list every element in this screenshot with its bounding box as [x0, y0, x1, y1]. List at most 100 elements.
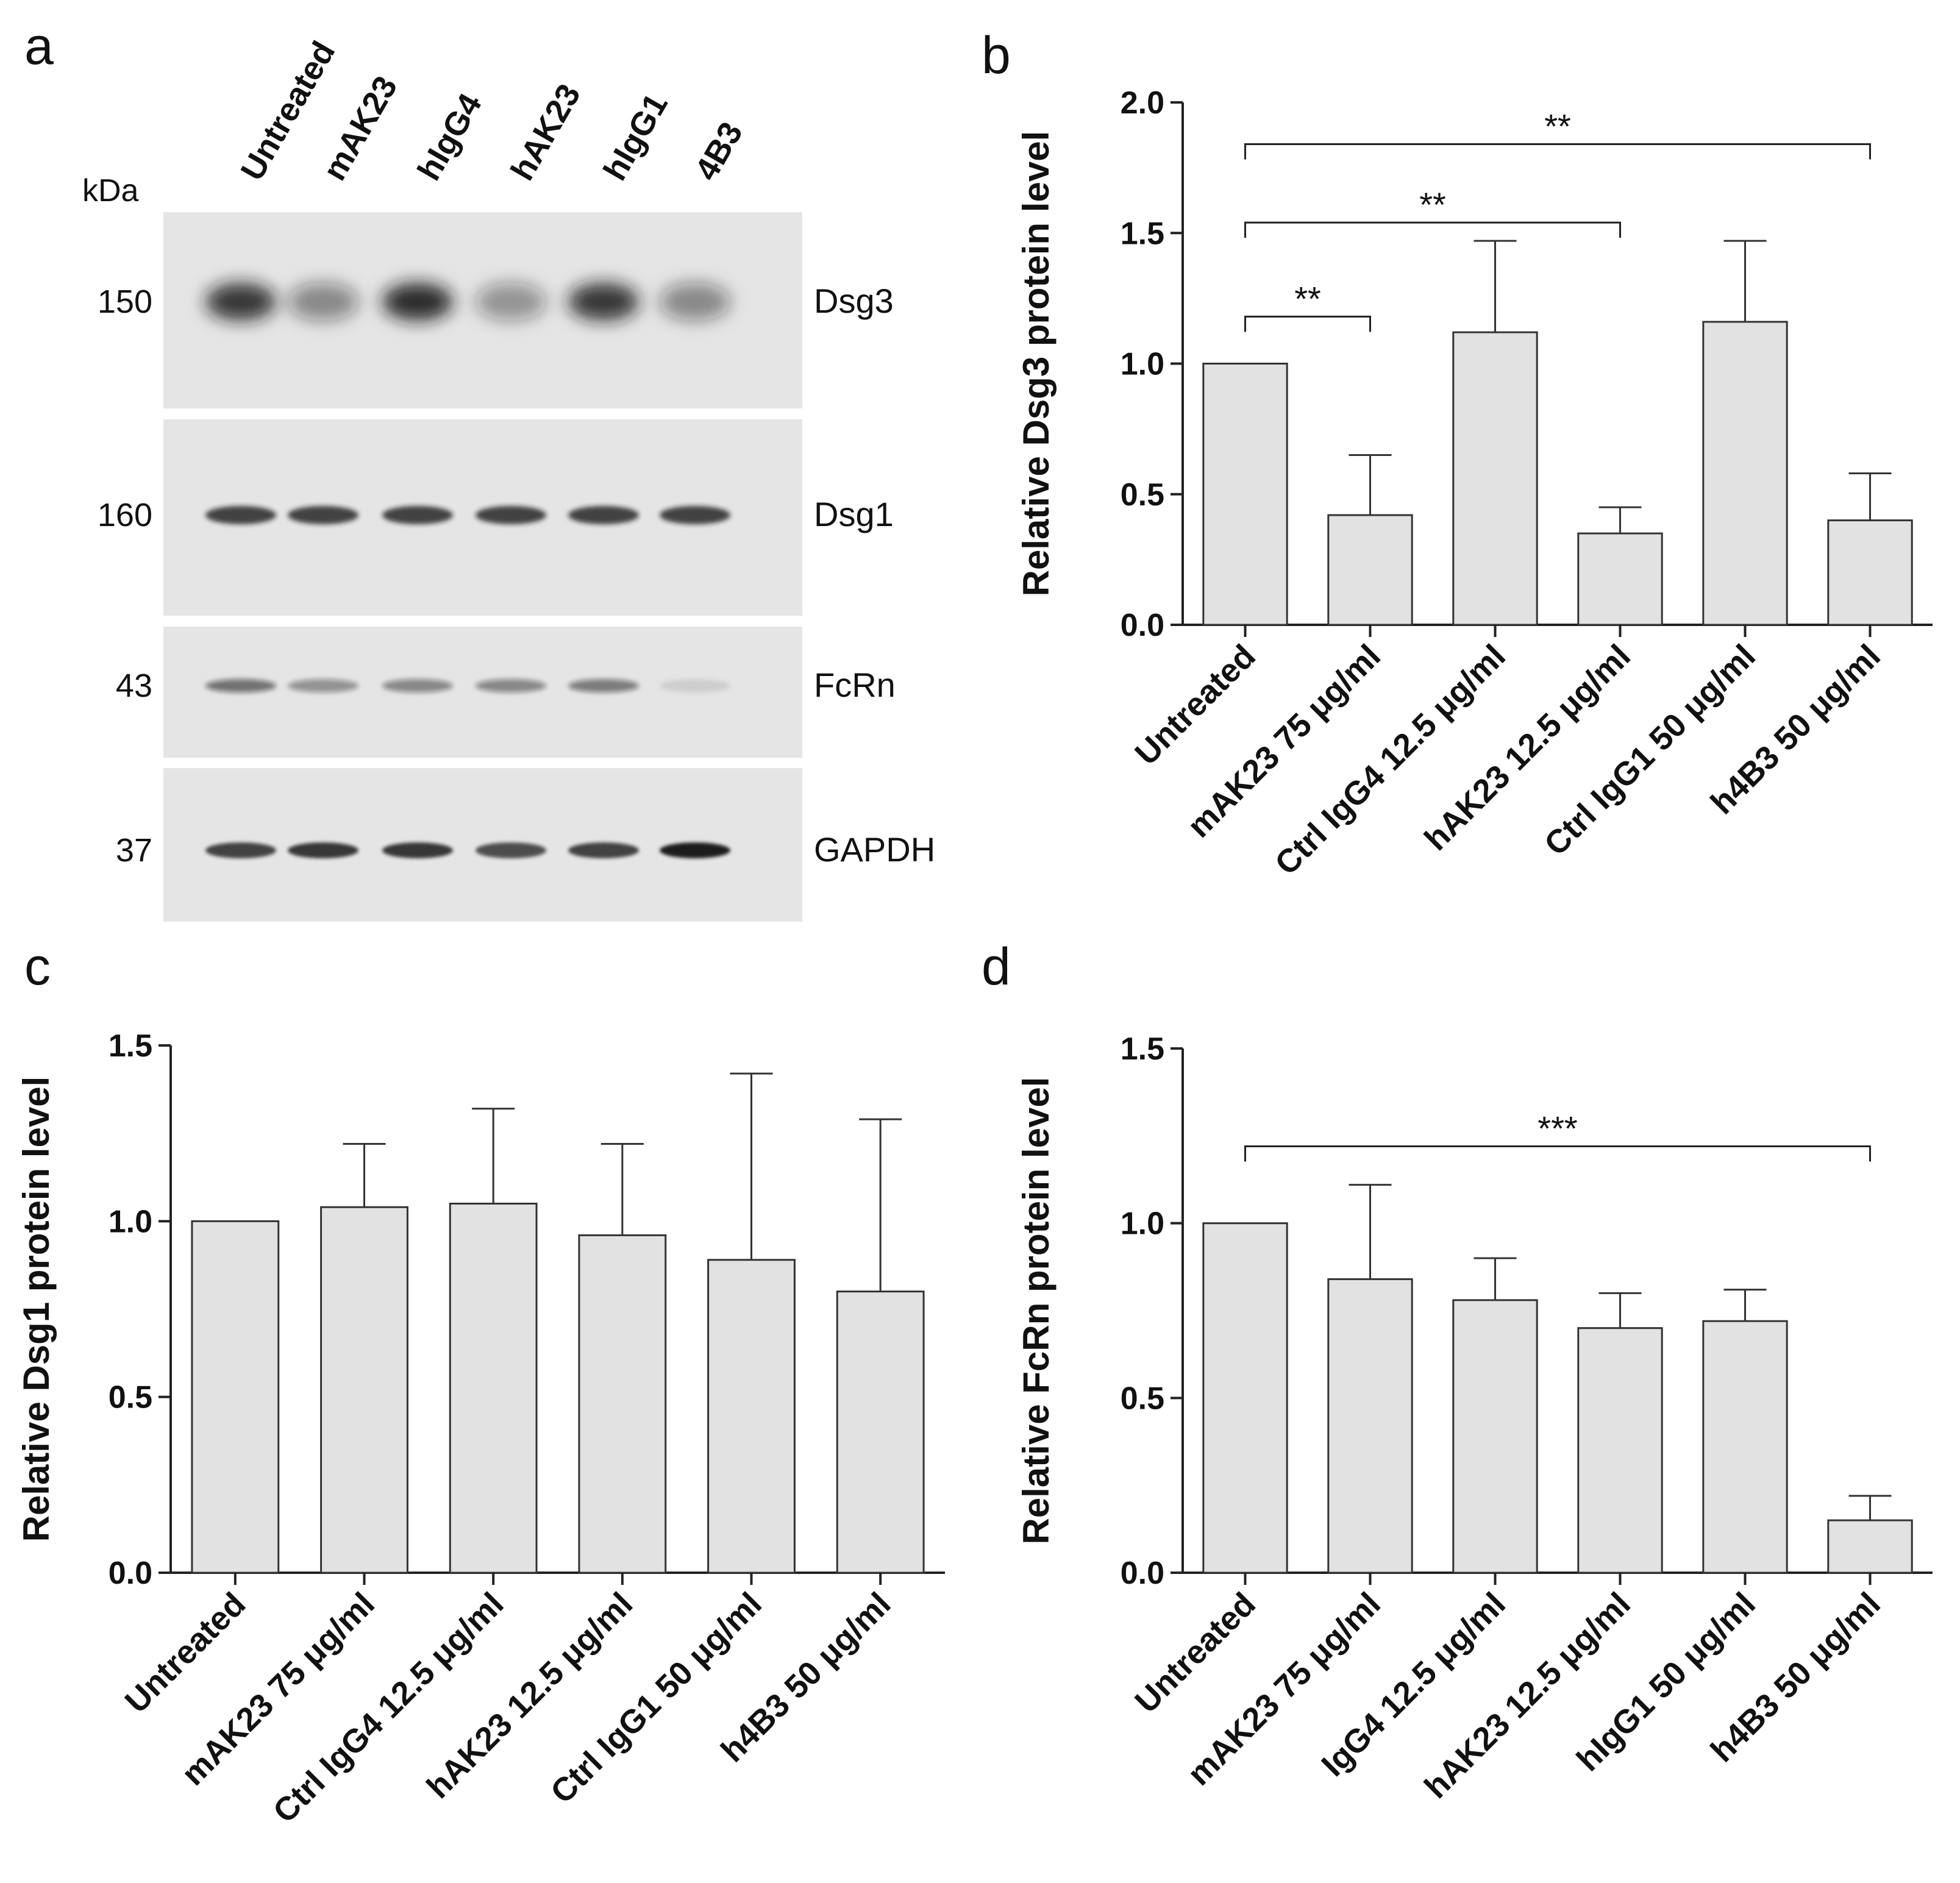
- significance-bracket: [1244, 1145, 1871, 1162]
- y-tick-label: 1.5: [1121, 1031, 1164, 1067]
- blot-band: [205, 679, 276, 692]
- x-tick-label: Ctrl IgG4 12.5 μg/ml: [1268, 638, 1513, 882]
- y-tick-label: 1.0: [1121, 347, 1164, 382]
- protein-label: FcRn: [814, 666, 896, 704]
- lane-label: hIgG1: [596, 87, 674, 187]
- bar: [1577, 1327, 1663, 1574]
- bar: [449, 1203, 538, 1574]
- chart-fcrn: Relative FcRn protein level 0.0 0.5 1.0 1.5 U…: [1016, 1031, 1933, 1806]
- bar: [1452, 1299, 1538, 1574]
- kda-marker: 160: [98, 497, 152, 533]
- bar: [191, 1220, 280, 1574]
- chart-dsg3: Relative Dsg3 protein level 0.0 0.5 1.0 1.5 2…: [1016, 85, 1933, 882]
- lane-label: hAK23: [504, 78, 587, 187]
- y-tick-label: 0.5: [109, 1380, 152, 1415]
- kda-marker: 150: [98, 283, 152, 320]
- bar: [320, 1206, 408, 1574]
- y-tick-label: 0.0: [109, 1556, 152, 1591]
- lane-label: mAK23: [316, 70, 404, 187]
- blot-band: [568, 506, 639, 524]
- x-tick-label: Ctrl IgG1 50 μg/ml: [544, 1586, 769, 1810]
- blot-band: [476, 842, 546, 858]
- y-tick-label: 1.5: [109, 1028, 152, 1064]
- y-axis-label: Relative Dsg3 protein level: [1016, 131, 1057, 597]
- bar: [1327, 514, 1413, 626]
- bar: [1827, 519, 1913, 626]
- y-tick-label: 1.0: [1121, 1206, 1164, 1242]
- blot-band: [205, 283, 276, 321]
- panel-letter-a: a: [24, 17, 54, 76]
- x-tick-label: Ctrl IgG4 12.5 μg/ml: [266, 1586, 511, 1830]
- blot-band: [288, 506, 358, 524]
- lane-label: hIgG4: [410, 87, 488, 187]
- significance-bracket: [1244, 315, 1371, 332]
- significance-label: **: [1294, 279, 1321, 318]
- significance-label: ***: [1538, 1109, 1577, 1148]
- blot-band: [205, 506, 276, 524]
- significance-bracket: [1244, 143, 1871, 160]
- blot-band: [660, 679, 730, 692]
- blot-band: [476, 679, 546, 692]
- blot-band: [382, 679, 453, 692]
- blot-band: [382, 842, 453, 858]
- blot-band: [205, 842, 276, 858]
- blot-band: [288, 679, 358, 692]
- chart-dsg1: Relative Dsg1 protein level 0.0 0.5 1.0 1.5 U…: [16, 1028, 945, 1830]
- blot-band: [568, 679, 639, 692]
- y-tick-label: 1.0: [109, 1204, 152, 1239]
- y-tick-label: 0.0: [1121, 1556, 1164, 1591]
- blot-strips: 150 Dsg3 160 Dsg1 43 FcRn 37 GAPDH: [98, 212, 935, 922]
- blot-band: [660, 283, 730, 321]
- x-tick-label: Untreated: [118, 1586, 253, 1720]
- y-axis-label: Relative Dsg1 protein level: [16, 1077, 57, 1542]
- blot-band: [288, 842, 358, 858]
- blot-strip: [163, 627, 802, 758]
- blot-band: [568, 283, 639, 321]
- panel-letter-d: d: [982, 938, 1011, 996]
- y-tick-label: 0.5: [1121, 477, 1164, 513]
- protein-label: Dsg3: [814, 282, 894, 320]
- y-axis-label: Relative FcRn protein level: [1016, 1077, 1057, 1545]
- blot-band: [660, 842, 730, 858]
- bar: [1702, 1320, 1788, 1574]
- significance-label: **: [1544, 107, 1571, 146]
- blot-band: [288, 283, 358, 321]
- kda-label: kDa: [82, 173, 139, 208]
- lane-label: 4B3: [688, 116, 749, 187]
- panel-letter-b: b: [982, 26, 1011, 85]
- protein-label: GAPDH: [814, 830, 935, 869]
- x-tick-label: Ctrl IgG1 50 μg/ml: [1538, 638, 1762, 863]
- y-tick-label: 1.5: [1121, 216, 1164, 251]
- bar: [836, 1290, 925, 1574]
- y-tick-label: 2.0: [1121, 85, 1164, 121]
- blot-band: [660, 506, 730, 524]
- bar: [578, 1234, 667, 1574]
- blot-band: [476, 506, 546, 524]
- bar: [707, 1259, 796, 1574]
- significance-bracket: [1244, 221, 1621, 238]
- protein-label: Dsg1: [814, 495, 894, 533]
- blot-band: [382, 283, 453, 321]
- kda-marker: 43: [116, 667, 152, 704]
- y-tick-label: 0.5: [1121, 1381, 1164, 1416]
- bar: [1577, 532, 1663, 626]
- blot-band: [382, 506, 453, 524]
- x-tick-label: hAK23 12.5 μg/ml: [1417, 638, 1637, 858]
- x-tick-label: Untreated: [1128, 638, 1263, 772]
- bar: [1827, 1519, 1913, 1574]
- bar: [1202, 1222, 1288, 1574]
- significance-label: **: [1419, 185, 1446, 224]
- bar: [1327, 1278, 1413, 1574]
- x-tick-label: Untreated: [1128, 1586, 1263, 1720]
- kda-marker: 37: [116, 832, 152, 869]
- panel-letter-c: c: [24, 938, 51, 996]
- y-tick-label: 0.0: [1121, 608, 1164, 643]
- blot-band: [476, 283, 546, 321]
- bar: [1202, 363, 1288, 626]
- bar: [1702, 321, 1788, 626]
- blot-band: [568, 842, 639, 858]
